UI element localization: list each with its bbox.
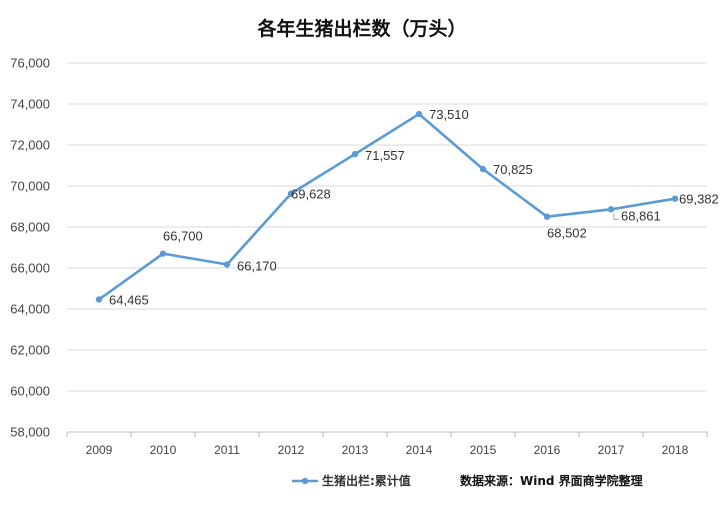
- data-label: 69,382: [679, 192, 719, 207]
- x-tick-label: 2010: [150, 443, 177, 457]
- x-tick-label: 2014: [406, 443, 433, 457]
- x-tick-label: 2009: [86, 443, 113, 457]
- series-path: [98, 112, 676, 301]
- gridlines: [67, 62, 707, 433]
- y-tick-label: 70,000: [10, 179, 50, 194]
- y-tick-label: 60,000: [10, 384, 50, 399]
- data-point: [159, 250, 167, 257]
- data-point: [95, 296, 103, 303]
- series-line: [95, 110, 679, 303]
- y-tick-label: 62,000: [10, 343, 50, 358]
- x-tick-label: 2012: [278, 443, 305, 457]
- data-point: [671, 195, 679, 202]
- data-label: 68,861: [621, 208, 661, 223]
- data-label: 66,170: [237, 259, 277, 274]
- y-tick-label: 58,000: [10, 425, 50, 440]
- chart-title: 各年生猪出栏数（万头）: [256, 17, 466, 40]
- data-point: [543, 213, 551, 220]
- x-tick-label: 2017: [598, 443, 625, 457]
- data-label: 64,465: [109, 292, 149, 307]
- legend: 生猪出栏:累计值: [292, 473, 411, 488]
- data-point: [607, 206, 615, 213]
- data-label: 68,502: [547, 226, 587, 241]
- x-tick-label: 2018: [662, 443, 689, 457]
- data-label: 70,825: [493, 162, 533, 177]
- data-point: [351, 150, 359, 158]
- data-point: [415, 110, 423, 118]
- data-label: 69,628: [291, 187, 331, 202]
- legend-marker: [301, 477, 309, 485]
- data-label: 73,510: [429, 107, 469, 122]
- y-axis: 58,000 60,000 62,000 64,000 66,000 68,000 70,0…: [10, 56, 50, 440]
- data-label: 66,700: [163, 229, 203, 244]
- label-leader-line: [613, 213, 619, 220]
- x-tick-label: 2015: [470, 443, 497, 457]
- source-note: 数据来源：Wind 界面商学院整理: [460, 473, 643, 488]
- data-point: [287, 190, 295, 197]
- x-tick-label: 2013: [342, 443, 369, 457]
- x-axis: 2009 2010 2011 2012 2013 2014 2015 2016 2017 2018: [66, 432, 708, 457]
- x-tick-label: 2016: [534, 443, 561, 457]
- y-tick-label: 64,000: [10, 302, 50, 317]
- data-point: [479, 165, 487, 173]
- x-tick-label: 2011: [214, 443, 240, 457]
- legend-label: 生猪出栏:累计值: [322, 473, 411, 488]
- data-point: [223, 261, 231, 268]
- y-tick-label: 72,000: [10, 138, 50, 153]
- y-tick-label: 74,000: [10, 97, 50, 112]
- data-label: 71,557: [365, 148, 405, 163]
- data-labels: 64,465 66,700 66,170 69,628 71,557 73,510 70,8…: [109, 107, 719, 307]
- y-tick-label: 66,000: [10, 261, 50, 276]
- y-tick-label: 76,000: [10, 56, 50, 71]
- y-tick-label: 68,000: [10, 220, 50, 235]
